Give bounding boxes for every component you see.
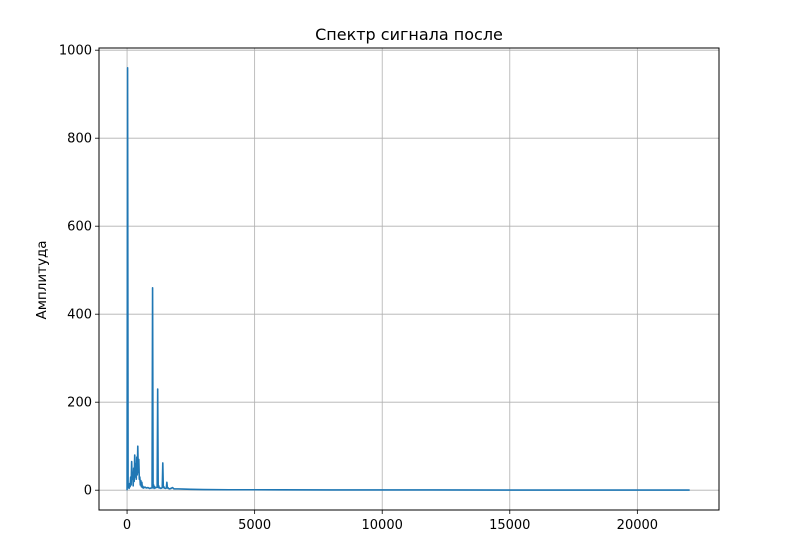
x-tick-label: 5000 — [238, 518, 271, 531]
plot-frame — [98, 47, 720, 511]
y-tick-label: 600 — [67, 220, 92, 235]
x-tick-label: 10000 — [362, 518, 403, 531]
x-tick-label: 0 — [123, 518, 131, 531]
y-tick-label: 400 — [67, 308, 92, 323]
axis-ticks: 0 5000 10000 15000 20000 0 200 400 600 800 1000 — [59, 44, 658, 533]
series-layer — [126, 67, 690, 491]
series-line-0 — [126, 67, 690, 491]
x-tick-label: 15000 — [489, 518, 530, 531]
y-tick-label: 800 — [67, 132, 92, 147]
chart-title: Спектр сигнала после — [315, 25, 503, 44]
y-tick-label: 0 — [84, 484, 92, 499]
x-tick-label: 20000 — [617, 518, 658, 531]
y-tick-label: 1000 — [59, 44, 92, 59]
y-tick-label: 200 — [67, 396, 92, 411]
y-axis-label: Амплитуда — [34, 240, 50, 319]
